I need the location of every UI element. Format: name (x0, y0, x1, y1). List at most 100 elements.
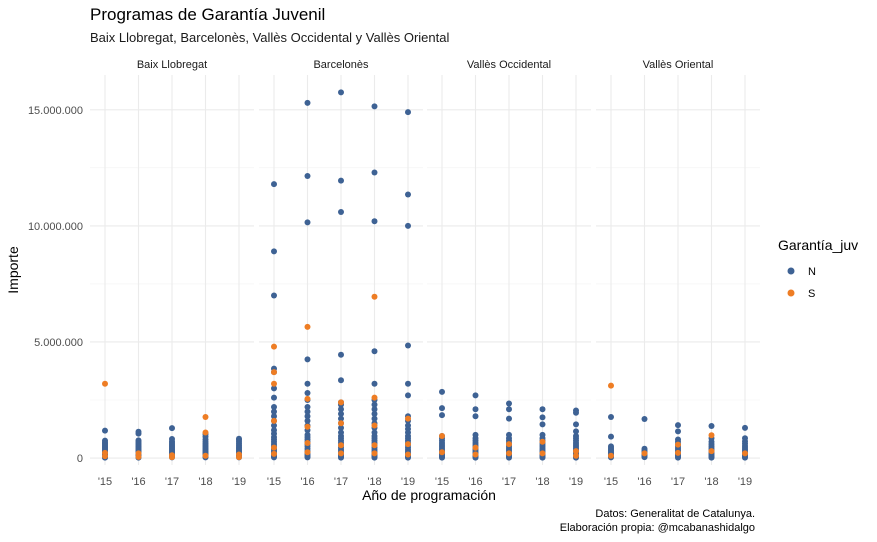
panel-valles-oriental: '15 '16 '17 '18 '19 Vallès Oriental (596, 59, 760, 488)
data-point-n (169, 425, 175, 432)
data-point-s (405, 441, 411, 448)
data-point-s (742, 450, 748, 457)
data-point-s (608, 452, 614, 459)
data-point-s (271, 450, 277, 457)
data-point-n (539, 406, 546, 413)
data-point-n (304, 356, 311, 363)
data-point-s (271, 444, 277, 451)
data-point-n (742, 454, 748, 461)
data-point-s (102, 380, 108, 387)
x-tick-label: '15 (604, 476, 618, 488)
y-axis: 0 5.000.000 10.000.000 15.000.000 (28, 105, 83, 465)
x-tick-label: '18 (535, 476, 549, 488)
data-point-n (405, 222, 411, 229)
data-point-s (573, 448, 579, 455)
x-tick-label: '18 (367, 476, 381, 488)
data-point-n (304, 408, 311, 415)
data-point-n (271, 248, 277, 255)
data-point-n (135, 430, 142, 437)
data-point-n (371, 410, 378, 417)
data-point-s (439, 449, 445, 456)
data-point-s (371, 422, 378, 429)
legend-marker-n (787, 267, 795, 275)
data-point-s (573, 452, 579, 459)
data-point-n (338, 208, 344, 215)
data-point-n (271, 413, 277, 420)
data-point-s (304, 423, 311, 430)
data-point-s (506, 441, 512, 448)
data-point-s (371, 293, 378, 300)
data-point-n (271, 422, 277, 429)
data-point-n (304, 403, 311, 410)
legend-label-s: S (808, 288, 815, 300)
data-point-n (338, 415, 344, 422)
data-point-n (439, 454, 445, 461)
panel-barcelones: '15 '16 '17 '18 '19 Barcelonès (259, 59, 423, 488)
data-point-s (539, 450, 546, 457)
caption-author: Elaboración propia: @mcabanashidalgo (560, 522, 755, 534)
data-point-n (472, 413, 479, 420)
x-tick-label: '16 (131, 476, 145, 488)
data-point-n (338, 424, 344, 431)
data-point-n (304, 172, 311, 179)
x-tick-label: '17 (165, 476, 179, 488)
data-point-n (472, 392, 479, 399)
data-point-n (405, 380, 411, 387)
x-tick-label: '18 (198, 476, 212, 488)
chart-title: Programas de Garantía Juvenil (90, 5, 325, 24)
data-point-s (641, 450, 648, 457)
data-point-n (708, 454, 715, 461)
data-point-s (472, 451, 479, 458)
data-point-n (405, 109, 411, 116)
data-point-s (338, 399, 344, 406)
data-point-s (304, 323, 311, 330)
data-point-s (708, 432, 715, 439)
data-point-n (506, 415, 512, 422)
data-point-s (675, 441, 681, 448)
data-point-n (675, 422, 681, 429)
data-point-n (338, 351, 344, 358)
data-point-n (371, 454, 378, 461)
data-point-n (405, 191, 411, 198)
x-tick-label: '19 (738, 476, 752, 488)
data-point-n (506, 454, 512, 461)
facet-label: Vallès Oriental (643, 59, 714, 71)
data-point-s (202, 413, 209, 420)
facet-label: Vallès Occidental (467, 59, 551, 71)
data-point-n (271, 394, 277, 401)
data-point-s (202, 452, 209, 459)
x-tick-label: '17 (502, 476, 516, 488)
data-point-n (371, 415, 378, 422)
data-point-s (271, 343, 277, 350)
y-axis-title: Importe (5, 246, 21, 294)
data-point-n (573, 421, 579, 428)
x-tick-label: '15 (435, 476, 449, 488)
data-point-n (271, 408, 277, 415)
data-point-n (539, 414, 546, 421)
x-tick-label: '16 (300, 476, 314, 488)
data-point-n (371, 406, 378, 413)
data-point-s (102, 453, 108, 460)
data-point-s (405, 451, 411, 458)
x-axis-title: Año de programación (362, 487, 496, 503)
data-point-n (539, 454, 546, 461)
data-point-n (271, 403, 277, 410)
data-point-s (338, 450, 344, 457)
chart-subtitle: Baix Llobregat, Barcelonès, Vallès Occid… (90, 30, 449, 45)
data-point-n (371, 169, 378, 176)
data-point-n (371, 380, 378, 387)
panel-baix-llobregat: '15 '16 '17 '18 '19 Baix Llobregat (90, 59, 254, 488)
data-point-s (472, 444, 479, 451)
data-point-n (742, 424, 748, 431)
x-tick-label: '19 (401, 476, 415, 488)
data-point-n (371, 103, 378, 110)
data-point-s (405, 415, 411, 422)
x-tick-label: '19 (232, 476, 246, 488)
data-point-s (439, 432, 445, 439)
data-point-s (135, 453, 142, 460)
data-point-n (371, 348, 378, 355)
data-point-s (304, 439, 311, 446)
data-point-s (202, 429, 209, 436)
data-point-s (506, 450, 512, 457)
data-point-s (608, 382, 614, 389)
